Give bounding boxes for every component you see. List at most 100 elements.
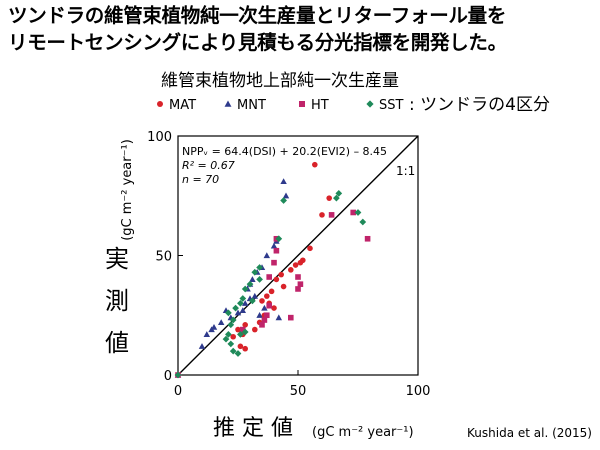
point-mat (242, 345, 248, 352)
point-ht (297, 281, 304, 287)
point-mat (326, 195, 333, 201)
point-ht (295, 274, 301, 280)
point-ht (273, 247, 280, 254)
x-tick-label: 0 (174, 384, 182, 399)
point-mnt (198, 343, 206, 349)
point-mat (235, 326, 241, 333)
x-tick-label: 50 (290, 384, 307, 399)
y-tick-label: 100 (147, 130, 172, 145)
legend-marker-ht (299, 101, 305, 107)
point-mat (288, 267, 294, 273)
point-ht (328, 212, 335, 218)
point-mnt (241, 300, 249, 306)
legend-label-mat: MAT (169, 98, 196, 113)
headline-line-2: リモートセンシングにより見積もる分光指標を開発した。 (8, 31, 507, 54)
data-points (174, 161, 371, 379)
point-mnt (208, 326, 215, 333)
point-mnt (239, 307, 247, 314)
point-mat (259, 298, 265, 304)
x-tick-label: 100 (406, 384, 431, 399)
point-mat (268, 288, 275, 295)
legend-suffix: : ツンドラの4区分 (409, 95, 550, 115)
legend: MAT MNT HT SST (157, 98, 404, 113)
point-sst (234, 350, 242, 357)
point-sst (222, 335, 230, 343)
point-mat (237, 343, 244, 350)
point-mat (280, 283, 287, 290)
y-axis-label-char: 値 (105, 329, 129, 357)
point-sst (256, 276, 263, 283)
point-mat (264, 293, 270, 299)
point-sst (174, 371, 182, 379)
point-mnt (280, 178, 287, 184)
point-ht (264, 312, 270, 319)
x-axis-label: 推 定 値 (213, 416, 293, 441)
point-sst (246, 280, 254, 288)
point-mat (271, 305, 277, 311)
point-sst (227, 340, 235, 348)
point-ht (295, 286, 301, 292)
point-sst (239, 295, 247, 302)
point-sst (237, 331, 244, 338)
y-tick-label: 0 (164, 369, 172, 384)
chart-title: 維管束植物地上部純一次生産量 (161, 71, 399, 91)
y-tick-label: 50 (155, 250, 172, 265)
headline-line-1: ツンドラの維管束植物純一次生産量とリターフォール量を (8, 4, 507, 27)
regression-equation: NPPᵥ = 64.4(DSI) + 20.2(EVI2) – 8.45 (182, 145, 387, 158)
point-sst (335, 190, 343, 197)
point-mnt (263, 252, 271, 259)
point-mnt (261, 304, 268, 311)
point-ht (364, 235, 371, 242)
y-axis-label-char: 実 (105, 245, 129, 273)
point-mat (319, 212, 325, 218)
point-sst (333, 194, 340, 202)
legend-marker-sst (366, 100, 374, 108)
legend-marker-mat (157, 101, 163, 107)
x-axis-unit: (gC m⁻² year⁻¹) (312, 425, 414, 440)
point-sst (275, 235, 283, 243)
point-mnt (270, 242, 278, 249)
point-sst (354, 209, 362, 216)
legend-label-sst: SST (379, 98, 404, 113)
point-sst (229, 316, 237, 324)
point-mat (242, 322, 248, 328)
point-sst (225, 309, 232, 317)
point-ht (240, 326, 246, 333)
point-sst (227, 321, 235, 329)
point-mat (292, 262, 299, 268)
point-ht (271, 259, 277, 266)
point-sst (229, 347, 237, 355)
point-sst (241, 328, 249, 336)
sample-size: n = 70 (182, 173, 219, 186)
point-sst (359, 218, 367, 226)
y-axis-ticks: 0 50 100 (147, 130, 183, 384)
legend-marker-mnt (224, 100, 232, 107)
point-mnt (249, 276, 256, 282)
point-sst (225, 331, 232, 338)
reference-line-1-1 (177, 135, 419, 376)
point-sst (251, 268, 259, 276)
y-axis-label: 実測値 (105, 245, 129, 357)
point-ht (259, 322, 265, 328)
point-mat (312, 161, 318, 168)
point-mnt (217, 319, 225, 325)
point-sst (280, 197, 287, 204)
point-mat (307, 245, 313, 252)
point-sst (256, 264, 263, 271)
y-axis-unit: (gC m⁻² year⁻¹) (120, 139, 135, 241)
point-mat (278, 271, 285, 278)
point-sst (249, 297, 256, 305)
point-mnt (282, 192, 290, 199)
point-mnt (256, 312, 263, 318)
point-mnt (203, 331, 211, 337)
point-sst (232, 304, 239, 312)
point-mat (297, 259, 304, 266)
point-mat (252, 326, 258, 333)
y-axis-label-char: 測 (105, 287, 129, 315)
point-ht (261, 317, 268, 323)
point-mnt (251, 292, 259, 299)
point-ht (266, 274, 272, 280)
citation: Kushida et al. (2015) (467, 426, 592, 440)
x-axis-ticks: 0 50 100 (174, 370, 431, 399)
legend-label-ht: HT (311, 98, 329, 113)
